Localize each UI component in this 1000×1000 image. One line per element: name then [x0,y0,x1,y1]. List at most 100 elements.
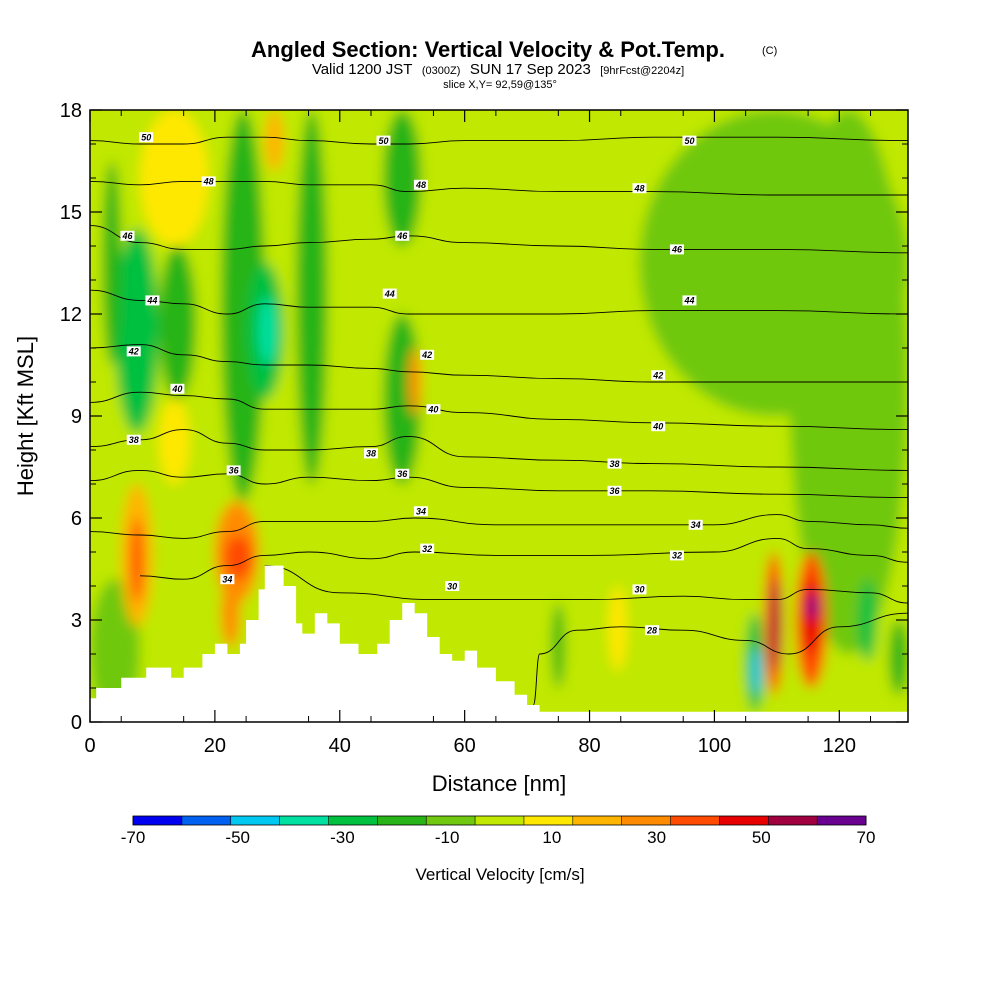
contour-label-background [420,349,435,360]
contour-label-background [395,468,410,479]
title-copyright-mark: (C) [762,45,777,57]
contour-label-background [376,135,391,146]
isentrope-46 [90,225,908,254]
colorbar-swatch [768,816,818,825]
potential-temperature-contours [90,136,908,706]
contour-label-background [126,434,141,445]
colorbar-swatch [572,816,623,825]
velocity-cell [102,161,122,365]
y-tick-label: 0 [71,712,82,734]
isentrope-44 [90,289,908,315]
contour-label-background [145,295,160,306]
colorbar-tick-label: -50 [225,828,250,847]
valid-time: Valid 1200 JST [312,61,413,78]
x-tick-label: 60 [454,735,476,757]
colorbar-swatch [426,816,476,825]
velocity-cell [858,579,877,661]
contour-label: 38 [129,435,139,445]
contour-label-background [651,421,666,432]
contour-label: 46 [121,231,133,241]
velocity-cell [139,110,209,246]
isentrope-50 [90,136,908,145]
isentrope-32 [139,537,908,580]
contour-label-background [669,244,684,255]
chart-subtitle-valid: Valid 1200 JST (0300Z) SUN 17 Sep 2023 [… [312,61,684,78]
forecast-info: [9hrFcst@2204z] [600,65,684,77]
colorbar-swatch [817,816,867,825]
contour-label: 36 [610,486,621,496]
colorbar-tick-label: 50 [752,828,771,847]
colorbar-swatch [523,816,574,825]
isentrope-36 [90,469,908,499]
colorbar-swatch [719,816,769,825]
x-axis-title: Distance [nm] [432,771,567,796]
y-tick-label: 9 [71,406,82,428]
colorbar-tick-label: -30 [330,828,355,847]
velocity-cell [158,246,197,399]
colorbar-tick-label: 30 [647,828,666,847]
contour-label-background [413,506,428,517]
y-tick-label: 6 [71,508,82,530]
contour-label: 34 [691,520,701,530]
isentrope-28 [532,612,908,706]
velocity-cell [383,110,421,246]
valid-date: SUN 17 Sep 2023 [470,61,591,78]
velocity-cell [408,348,421,416]
contour-label: 28 [646,626,657,636]
contour-label: 46 [396,231,408,241]
contour-label-background [413,179,428,190]
contour-label-background [382,288,397,299]
contour-label-background [651,370,666,381]
terrain-profile [90,565,908,722]
contour-label-background [226,465,241,476]
contour-label: 48 [415,180,426,190]
colorbar-tick-label: 70 [857,828,876,847]
contour-label-background [445,581,460,591]
contour-label-background [201,176,216,187]
isentrope-48 [90,180,908,196]
velocity-cell [608,586,628,671]
velocity-cell [127,280,153,382]
contour-label-background [420,543,435,554]
contour-label: 38 [366,449,376,459]
contour-label: 44 [384,289,395,299]
contour-label-background [607,458,622,469]
x-tick-label: 100 [698,735,731,757]
colorbar-tick-label: 10 [542,828,561,847]
x-tick-label: 80 [578,735,600,757]
colorbar-title: Vertical Velocity [cm/s] [415,865,584,884]
contour-label: 40 [652,422,663,432]
contour-label-background [669,550,684,561]
velocity-cell [808,592,818,621]
colorbar-tick-label: -70 [121,828,146,847]
colorbar-swatch [670,816,720,825]
contour-label-background [688,519,703,530]
colorbar-swatch [133,816,183,825]
velocity-cell [552,603,565,688]
contour-label: 32 [672,551,682,561]
colorbar-swatch [181,816,232,825]
isentrope-34 [90,514,908,539]
isentrope-42 [90,344,908,383]
valid-time-utc: (0300Z) [422,65,461,77]
plot-area: 50 50 50 48 48 48 46 46 46 44 44 44 42 42 42 40 40 40 38 38… [90,110,908,722]
contour-label: 50 [684,136,694,146]
contour-label: 50 [141,133,151,143]
contour-label-background [682,135,697,146]
contour-label-background [682,295,697,306]
y-tick-label: 18 [60,100,82,122]
colorbar-swatch [230,816,281,825]
y-tick-label: 3 [71,610,82,632]
contour-label: 46 [671,245,683,255]
contour-label: 44 [683,296,694,306]
contour-label-background [139,132,154,143]
velocity-cell [130,518,144,603]
isentrope-30 [264,565,908,604]
contour-label: 40 [427,405,438,415]
y-axis-title: Height [Kft MSL] [13,336,38,496]
velocity-cell [224,535,253,580]
contour-label-background [632,584,647,595]
isentrope-38 [90,429,908,471]
